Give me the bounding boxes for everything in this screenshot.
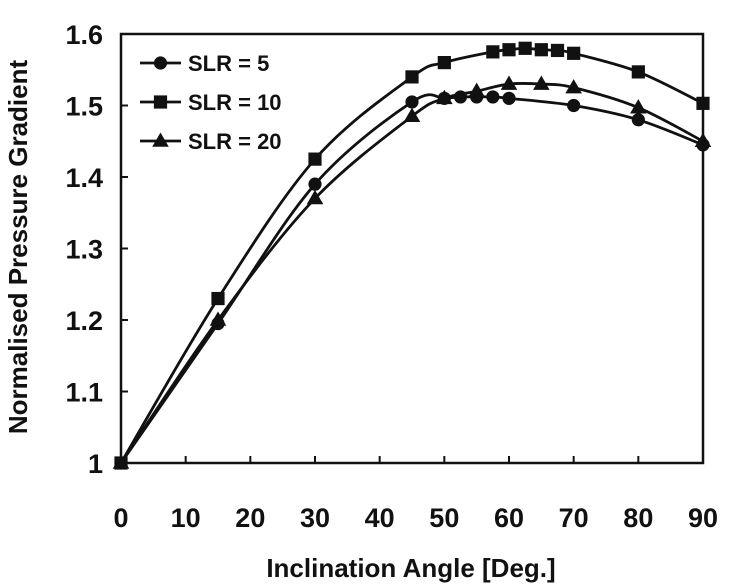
data-point <box>502 91 516 105</box>
data-point <box>308 177 322 191</box>
x-tick-label: 10 <box>171 503 201 533</box>
legend-marker-circle <box>153 56 168 70</box>
data-point <box>486 90 500 104</box>
legend-label: SLR = 5 <box>188 51 269 76</box>
data-point <box>630 99 647 114</box>
series-3 <box>112 75 712 469</box>
data-point <box>405 95 419 109</box>
data-point <box>694 132 712 148</box>
y-tick-label: 1.4 <box>65 163 103 193</box>
data-point <box>209 311 227 326</box>
data-point <box>405 70 419 84</box>
legend: SLR = 5 SLR = 10 SLR = 20 <box>140 51 282 154</box>
x-tick-label: 90 <box>688 503 718 533</box>
x-tick-label: 50 <box>429 503 459 533</box>
x-tick-label: 70 <box>559 503 589 533</box>
y-tick-label: 1.1 <box>65 378 103 408</box>
y-tick-label: 1.2 <box>65 306 103 336</box>
legend-marker-square <box>153 95 168 109</box>
x-tick-label: 30 <box>300 503 330 533</box>
data-point <box>631 65 645 79</box>
data-point <box>631 113 645 127</box>
data-point <box>502 43 516 57</box>
x-tick-label: 40 <box>365 503 395 533</box>
data-point <box>403 107 421 123</box>
series-layer <box>112 41 712 470</box>
x-axis-title: Inclination Angle [Deg.] <box>266 553 555 583</box>
data-point <box>550 43 565 58</box>
data-point <box>567 46 581 60</box>
x-tick-label: 80 <box>623 503 653 533</box>
legend-label: SLR = 20 <box>188 129 282 154</box>
y-tick-label: 1 <box>88 449 103 479</box>
y-axis: 1 1.1 1.2 1.3 1.4 1.5 1.6 <box>65 20 128 479</box>
data-point <box>308 152 322 166</box>
data-point <box>306 189 324 205</box>
legend-marker-triangle <box>152 132 169 147</box>
x-tick-label: 60 <box>494 503 524 533</box>
x-axis: 0 10 20 30 40 50 60 70 80 90 <box>113 456 718 533</box>
data-point <box>696 96 710 110</box>
y-tick-label: 1.6 <box>65 20 103 50</box>
data-point <box>436 89 453 105</box>
data-point <box>468 82 485 97</box>
data-point <box>112 454 130 469</box>
y-tick-label: 1.5 <box>65 92 103 122</box>
data-point <box>211 291 225 306</box>
data-point <box>500 75 518 90</box>
series-line <box>119 81 704 464</box>
x-tick-label: 20 <box>235 503 265 533</box>
x-tick-label: 0 <box>113 503 128 533</box>
data-point <box>534 43 548 57</box>
series-2 <box>114 41 710 470</box>
data-point <box>567 98 581 113</box>
legend-label: SLR = 10 <box>188 90 282 115</box>
data-point <box>565 79 582 94</box>
data-point <box>518 41 532 55</box>
data-point <box>486 45 500 59</box>
y-axis-title: Normalised Pressure Gradient <box>3 60 33 435</box>
data-point <box>533 75 550 90</box>
data-point <box>437 56 451 70</box>
y-tick-label: 1.3 <box>65 235 103 265</box>
